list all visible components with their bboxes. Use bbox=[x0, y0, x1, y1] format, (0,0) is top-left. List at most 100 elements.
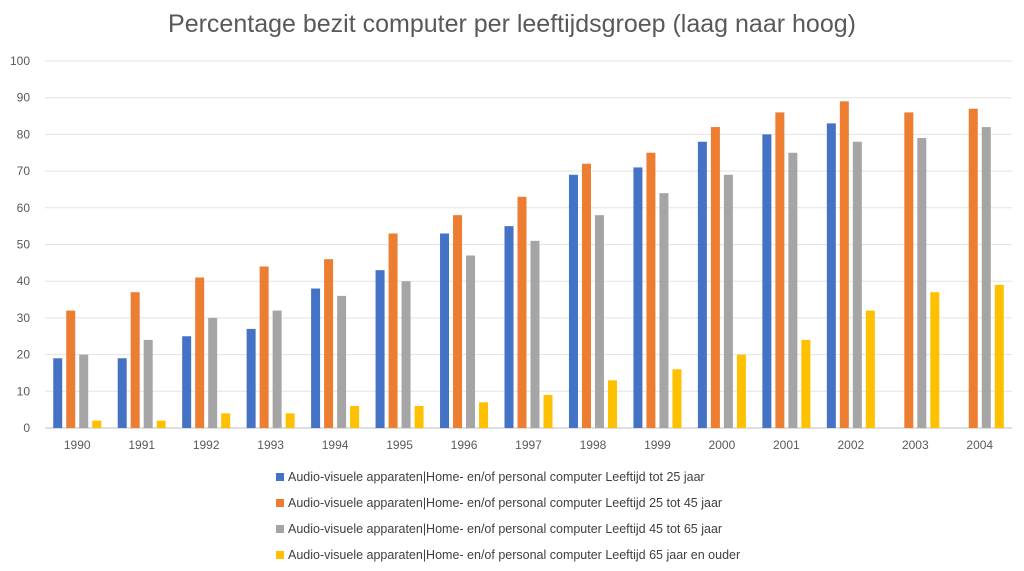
bar bbox=[801, 339, 811, 428]
bar bbox=[92, 420, 102, 428]
y-tick-label: 60 bbox=[17, 201, 31, 215]
bar bbox=[543, 394, 553, 428]
x-tick-label: 1999 bbox=[644, 438, 671, 452]
bar bbox=[350, 405, 360, 428]
y-axis-ticks: 0 10 20 30 40 50 60 70 80 90 100 bbox=[10, 54, 30, 435]
bar bbox=[479, 402, 489, 428]
bar bbox=[401, 281, 411, 428]
bar bbox=[646, 152, 656, 428]
bar bbox=[517, 196, 527, 428]
x-tick-label: 1993 bbox=[257, 438, 284, 452]
bar bbox=[66, 310, 76, 428]
y-tick-label: 70 bbox=[17, 164, 31, 178]
bar bbox=[530, 240, 540, 428]
x-tick-label: 2000 bbox=[709, 438, 736, 452]
bar bbox=[594, 215, 604, 428]
legend-label: Audio-visuele apparaten|Home- en/of pers… bbox=[288, 496, 723, 510]
legend-item: Audio-visuele apparaten|Home- en/of pers… bbox=[276, 490, 740, 516]
y-tick-label: 80 bbox=[17, 127, 31, 141]
bar bbox=[246, 328, 256, 428]
legend-swatch bbox=[276, 551, 284, 559]
bar bbox=[311, 288, 321, 428]
legend-swatch bbox=[276, 525, 284, 533]
bar bbox=[865, 310, 875, 428]
legend-swatch bbox=[276, 473, 284, 481]
bar bbox=[852, 141, 862, 429]
bar bbox=[826, 123, 836, 428]
x-tick-label: 2003 bbox=[902, 438, 929, 452]
bar bbox=[981, 127, 991, 428]
bar bbox=[208, 317, 218, 428]
bar bbox=[672, 369, 682, 428]
y-tick-label: 30 bbox=[17, 311, 31, 325]
y-tick-label: 40 bbox=[17, 274, 31, 288]
bar bbox=[581, 163, 591, 428]
bar bbox=[440, 233, 450, 428]
legend-item: Audio-visuele apparaten|Home- en/of pers… bbox=[276, 464, 740, 490]
x-tick-label: 1994 bbox=[322, 438, 349, 452]
bar bbox=[221, 413, 231, 428]
bar bbox=[775, 112, 785, 428]
x-tick-label: 1990 bbox=[64, 438, 91, 452]
bar bbox=[259, 266, 269, 428]
bar bbox=[414, 405, 424, 428]
x-tick-label: 2001 bbox=[773, 438, 800, 452]
bar bbox=[994, 284, 1004, 428]
x-tick-label: 1996 bbox=[451, 438, 478, 452]
chart-title: Percentage bezit computer per leeftijdsg… bbox=[168, 10, 856, 38]
x-tick-label: 1992 bbox=[193, 438, 220, 452]
bar bbox=[156, 420, 166, 428]
x-tick-label: 2002 bbox=[837, 438, 864, 452]
y-tick-label: 10 bbox=[17, 384, 31, 398]
legend-label: Audio-visuele apparaten|Home- en/of pers… bbox=[288, 470, 705, 484]
x-tick-label: 1998 bbox=[580, 438, 607, 452]
bar bbox=[285, 413, 295, 428]
bar bbox=[968, 108, 978, 429]
x-tick-label: 2004 bbox=[966, 438, 993, 452]
bar bbox=[324, 259, 334, 428]
bar bbox=[904, 112, 914, 428]
gridlines bbox=[45, 60, 1012, 429]
bar bbox=[117, 358, 127, 428]
bar bbox=[453, 215, 463, 428]
bar bbox=[143, 339, 153, 428]
bar bbox=[504, 226, 514, 428]
bar bbox=[466, 255, 476, 428]
legend: Audio-visuele apparaten|Home- en/of pers… bbox=[276, 464, 740, 568]
legend-swatch bbox=[276, 499, 284, 507]
bar bbox=[337, 295, 347, 428]
bars bbox=[53, 101, 1004, 429]
legend-label: Audio-visuele apparaten|Home- en/of pers… bbox=[288, 548, 741, 562]
bar bbox=[568, 174, 578, 428]
bar bbox=[607, 380, 617, 428]
y-tick-label: 100 bbox=[10, 54, 30, 68]
bar bbox=[182, 336, 192, 428]
legend-item: Audio-visuele apparaten|Home- en/of pers… bbox=[276, 542, 740, 568]
legend-item: Audio-visuele apparaten|Home- en/of pers… bbox=[276, 516, 740, 542]
y-tick-label: 20 bbox=[17, 348, 31, 362]
bar bbox=[788, 152, 798, 428]
x-tick-label: 1995 bbox=[386, 438, 413, 452]
bar bbox=[388, 233, 398, 428]
x-tick-label: 1991 bbox=[128, 438, 155, 452]
bar bbox=[917, 138, 927, 428]
bar bbox=[710, 127, 720, 428]
bar bbox=[272, 310, 282, 428]
bar bbox=[697, 141, 707, 429]
legend-label: Audio-visuele apparaten|Home- en/of pers… bbox=[288, 522, 723, 536]
bar bbox=[736, 354, 746, 428]
bar bbox=[130, 292, 140, 428]
bar bbox=[762, 134, 772, 428]
bar bbox=[195, 277, 205, 428]
x-tick-label: 1997 bbox=[515, 438, 542, 452]
bar bbox=[659, 193, 669, 428]
y-tick-label: 90 bbox=[17, 91, 31, 105]
y-tick-label: 0 bbox=[23, 421, 30, 435]
bar bbox=[375, 270, 385, 428]
bar bbox=[930, 292, 940, 428]
bar bbox=[633, 167, 643, 428]
bar bbox=[79, 354, 89, 428]
bar bbox=[723, 174, 733, 428]
y-tick-label: 50 bbox=[17, 238, 31, 252]
